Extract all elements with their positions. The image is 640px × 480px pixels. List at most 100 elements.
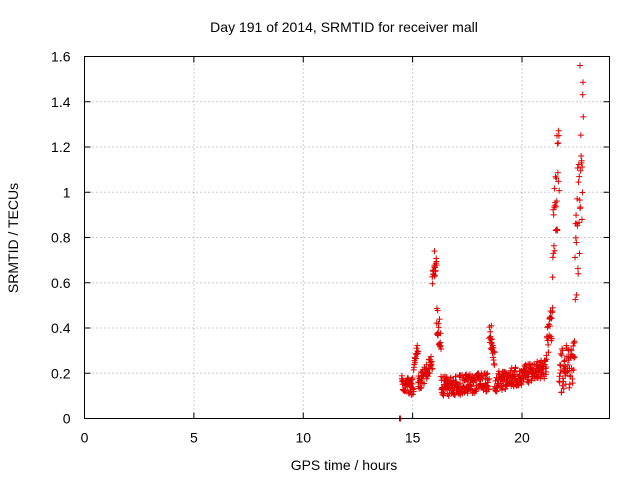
data-point [490,344,497,351]
y-tick-label: 1.6 [51,49,71,65]
data-point [548,315,555,322]
data-point [574,165,581,172]
data-point [489,336,496,343]
y-tick-label: 0.2 [51,365,71,381]
data-point [408,380,415,387]
data-point [576,250,583,257]
data-point [573,291,580,298]
data-point [573,239,580,246]
data-point [413,345,420,352]
data-point [490,357,497,364]
x-tick-label: 5 [190,430,198,446]
data-point [434,307,441,314]
data-point [456,380,463,387]
data-point [534,358,541,365]
data-point [512,364,519,371]
data-point [576,62,583,69]
data-point [548,335,555,342]
data-point [576,219,583,226]
y-tick-label: 1 [63,184,71,200]
data-point [549,254,556,261]
data-point [554,132,560,139]
data-point [568,347,575,354]
data-point [556,187,563,194]
data-point [542,365,549,372]
y-tick-label: 1.2 [51,139,71,155]
data-point [415,348,422,355]
data-point [577,132,584,139]
data-point [579,91,586,98]
data-point [417,384,424,391]
data-point [578,157,585,164]
data-point [549,274,556,281]
data-point [579,189,586,196]
data-point [570,354,577,361]
data-point [421,380,428,387]
data-point [550,206,557,213]
data-point [484,370,491,377]
data-point [575,179,582,186]
data-point [557,362,564,369]
data-point [566,384,573,391]
data-point [433,262,440,269]
data-point [431,248,438,255]
data-point [479,375,486,382]
data-point [572,234,579,241]
grid [84,56,610,419]
data-point [575,270,582,277]
data-point [562,372,569,379]
data-point [473,382,480,389]
data-point [580,113,587,120]
data-point [528,377,535,384]
data-point [452,392,459,399]
data-point [577,167,584,174]
data-point [411,354,418,361]
data-point [486,375,493,382]
x-tick-label: 10 [295,430,311,446]
data-point [561,358,568,365]
data-point [574,222,581,229]
data-point [436,316,443,323]
data-point [435,324,442,331]
y-tick-label: 0.8 [51,230,71,246]
data-point [550,242,557,249]
data-point [545,341,552,348]
data-point [402,388,409,395]
data-point [432,267,439,274]
data-point [559,382,566,389]
data-point [555,178,562,185]
axis-ticks: 0 5 10 15 20 0 0.2 0.4 0.6 0.8 1 1.2 1.4 1.6 [51,49,610,446]
data-point [577,204,584,211]
y-axis-label: SRMTID / TECUs [5,183,21,293]
data-point [484,382,491,389]
data-point [574,265,581,272]
y-tick-label: 1.4 [51,94,71,110]
data-point [418,385,425,392]
data-point [556,379,563,386]
data-point [564,361,571,368]
data-point [578,153,585,160]
data-point [556,361,563,368]
data-point [560,385,567,392]
data-point [554,227,561,234]
data-point [547,314,554,321]
data-point [490,348,497,355]
data-point [558,389,565,396]
data-point [483,371,490,378]
data-point [576,173,583,180]
data-point [569,380,576,387]
chart-title: Day 191 of 2014, SRMTID for receiver mal… [210,19,478,35]
data-point [552,173,559,180]
data-point [540,370,547,377]
data-point [572,254,579,261]
data-point [485,386,492,393]
data-point [410,388,417,395]
data-point [427,353,434,360]
data-point [499,386,505,393]
data-point [438,345,445,352]
data-point [551,247,558,254]
data-point [495,368,502,375]
data-point [574,195,581,202]
data-point [409,381,416,388]
